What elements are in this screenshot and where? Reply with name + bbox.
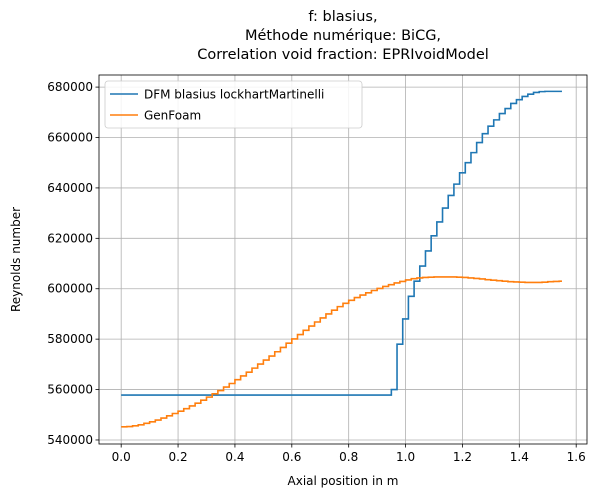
- y-tick-label: 560000: [47, 383, 93, 397]
- x-tick-label: 0.4: [225, 450, 244, 464]
- series-lines: [121, 90, 562, 428]
- x-tick-label: 1.2: [453, 450, 472, 464]
- x-tick-label: 0.6: [282, 450, 301, 464]
- y-tick-label: 600000: [47, 282, 93, 296]
- y-tick-label: 680000: [47, 80, 93, 94]
- chart-title-line: Correlation void fraction: EPRIvoidModel: [197, 47, 489, 63]
- chart-title: f: blasius, Méthode numérique: BiCG, Corre…: [197, 9, 489, 63]
- legend: DFM blasius lockhartMartinelli GenFoam: [104, 80, 363, 129]
- x-tick-label: 0.8: [339, 450, 358, 464]
- y-tick-label: 540000: [47, 433, 93, 447]
- x-tick-label: 1.4: [510, 450, 529, 464]
- plot-frame: [98, 74, 588, 445]
- y-axis-ticks: 540000 560000 580000 600000 620000 640000 6600…: [47, 80, 99, 447]
- y-axis-label: Reynolds number: [9, 207, 23, 312]
- x-tick-label: 1.6: [567, 450, 586, 464]
- chart-title-line: f: blasius,: [308, 9, 377, 25]
- x-tick-label: 0.2: [169, 450, 188, 464]
- series-line-dfm-blasius: [121, 90, 562, 396]
- legend-entry: DFM blasius lockhartMartinelli: [144, 88, 324, 102]
- y-tick-label: 640000: [47, 181, 93, 195]
- chart-title-line: Méthode numérique: BiCG,: [245, 28, 441, 44]
- y-tick-label: 620000: [47, 231, 93, 245]
- grid: [99, 75, 587, 444]
- x-tick-label: 1.0: [396, 450, 415, 464]
- legend-entry: GenFoam: [144, 109, 201, 123]
- series-line-genfoam: [121, 276, 562, 428]
- x-axis-label: Axial position in m: [288, 474, 399, 488]
- x-axis-ticks: 0.0 0.2 0.4 0.6 0.8 1.0 1.2 1.4 1.6: [112, 444, 586, 464]
- legend-box: [104, 80, 363, 129]
- y-tick-label: 660000: [47, 131, 93, 145]
- y-tick-label: 580000: [47, 332, 93, 346]
- x-tick-label: 0.0: [112, 450, 131, 464]
